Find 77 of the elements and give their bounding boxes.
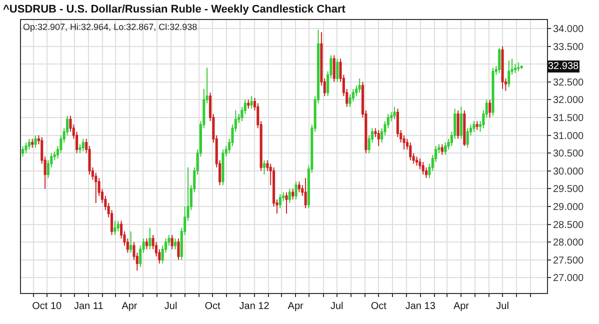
- y-tick-label: 30.500: [553, 148, 584, 160]
- y-tick-label: 31.500: [553, 113, 584, 124]
- x-tick-label: Oct: [370, 301, 387, 312]
- candlestick: [285, 192, 288, 214]
- candlestick: [466, 128, 469, 148]
- annotation: Op:32.907, Hi:32.964, Lo:32.867, Cl:32.938: [23, 22, 198, 32]
- candlestick: [415, 156, 418, 166]
- candlestick: [294, 181, 298, 200]
- candlestick: [508, 60, 510, 88]
- candlestick: [22, 146, 24, 158]
- x-tick-label: Jan 12: [239, 301, 270, 312]
- candlestick: [444, 142, 447, 156]
- candlestick: [34, 134, 37, 148]
- y-tick-label: 28.000: [553, 238, 584, 249]
- candlestick: [288, 188, 291, 204]
- y-tick-label: 27.500: [553, 255, 584, 266]
- candlestick: [377, 129, 380, 146]
- candlestick: [520, 64, 523, 70]
- y-tick-label: 32.000: [553, 95, 584, 106]
- y-tick-label: 34.000: [553, 24, 584, 36]
- candlestick: [31, 138, 34, 148]
- candlestick: [463, 110, 466, 146]
- candlestick: [177, 238, 180, 260]
- candlestick: [456, 110, 460, 140]
- x-tick-label: Jul: [330, 301, 344, 312]
- x-tick-label: Oct 10: [32, 301, 62, 312]
- candlestick: [488, 99, 492, 118]
- x-tick-label: Apr: [453, 301, 470, 312]
- candlestick: [262, 160, 266, 175]
- candlestick: [393, 106, 396, 120]
- candlestick: [498, 48, 501, 74]
- candlestick: [422, 162, 424, 175]
- annotation: 32.938: [548, 61, 580, 72]
- candlestick: [358, 78, 361, 94]
- candlestick: [332, 54, 336, 82]
- chart-title: ^USDRUB - U.S. Dollar/Russian Ruble - Weekly Candlestick Chart: [2, 4, 346, 16]
- x-tick-label: Apr: [288, 301, 304, 312]
- x-tick-label: Apr: [122, 301, 138, 312]
- y-tick-label: 30.000: [553, 166, 584, 178]
- candlestick: [247, 99, 250, 110]
- candlestick: [501, 46, 504, 90]
- x-tick-label: Jan 11: [74, 301, 104, 312]
- candlestick: [278, 194, 282, 209]
- candlestick: [82, 138, 84, 152]
- candlestick: [145, 238, 148, 250]
- candlestick: [170, 234, 174, 250]
- candlestick: [250, 96, 253, 110]
- x-tick-label: Jul: [496, 301, 509, 312]
- x-tick-label: Jan 13: [405, 301, 436, 312]
- candlestick: [174, 238, 177, 250]
- y-tick-label: 31.000: [553, 130, 584, 142]
- candlestick: [304, 178, 307, 209]
- y-tick-label: 28.500: [553, 220, 584, 231]
- y-tick-label: 29.000: [553, 202, 584, 214]
- y-tick-label: 33.500: [553, 42, 584, 53]
- candlestick: [222, 149, 224, 186]
- candlestick: [116, 220, 120, 232]
- candlestick: [298, 181, 300, 193]
- candlestick: [476, 120, 478, 130]
- y-tick-label: 27.000: [553, 273, 584, 284]
- candlestick: [517, 62, 520, 72]
- y-tick-label: 32.500: [553, 77, 584, 88]
- candlestick: [28, 138, 30, 150]
- y-tick-label: 29.500: [553, 184, 584, 196]
- candlestick: [24, 142, 28, 154]
- candlestick: [460, 106, 462, 140]
- candlestick: [130, 230, 132, 254]
- candlestick: [472, 120, 476, 132]
- candlestick: [492, 67, 494, 116]
- candlestick: [148, 227, 152, 250]
- candlestick: [292, 188, 294, 200]
- x-tick-label: Oct: [204, 301, 221, 312]
- candlestick: [440, 144, 444, 156]
- x-tick-label: Jul: [164, 301, 178, 312]
- candlestick: [336, 58, 339, 82]
- candlestick: [409, 142, 412, 161]
- candlestick: [114, 220, 116, 236]
